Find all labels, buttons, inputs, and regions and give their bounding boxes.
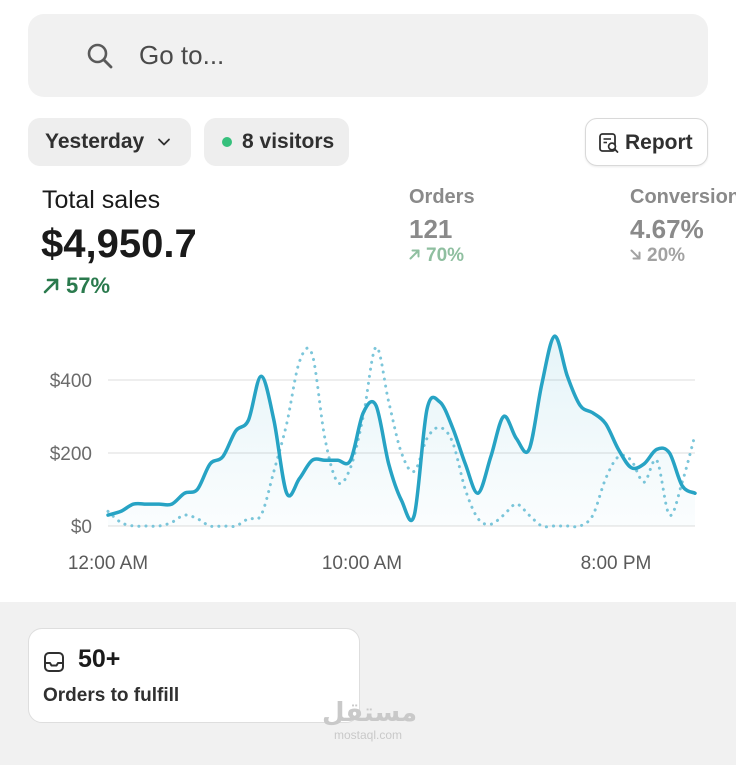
sales-series-line (106, 334, 697, 523)
watermark-logo: مستقل mostaql.com (322, 698, 418, 742)
date-range-label: Yesterday (45, 130, 145, 153)
search-bar[interactable]: Go to... (28, 14, 708, 97)
conversion-change-value: 20% (647, 245, 686, 266)
report-search-icon (599, 133, 619, 153)
conversion-value: 4.67% (630, 214, 704, 244)
live-status-dot (222, 137, 232, 147)
trend-down-icon (630, 249, 641, 260)
visitors-label: 8 visitors (242, 130, 335, 153)
fulfill-label: Orders to fulfill (43, 685, 180, 706)
inbox-icon (44, 652, 64, 672)
y-tick-label: $200 (50, 444, 92, 465)
total-sales-change: 57% (42, 273, 110, 299)
report-label: Report (625, 131, 693, 154)
search-icon (87, 43, 113, 69)
y-tick-label: $400 (50, 371, 92, 392)
sales-line-chart: $0 $200 $400 12:00 AM 10:00 AM 8:00 PM (50, 334, 697, 574)
orders-to-fulfill-card[interactable]: 50+ Orders to fulfill (28, 628, 360, 723)
watermark-latin: mostaql.com (333, 728, 403, 742)
orders-change: 70% (409, 245, 464, 267)
search-input[interactable]: Go to... (139, 40, 225, 70)
sales-area-fill (108, 336, 695, 526)
orders-value: 121 (409, 214, 453, 244)
x-tick-label: 12:00 AM (68, 553, 148, 574)
conversion-change: 20% (630, 245, 685, 267)
total-sales-label: Total sales (42, 186, 161, 214)
trend-up-icon (409, 249, 420, 260)
orders-change-value: 70% (426, 245, 465, 266)
live-visitors-badge[interactable]: 8 visitors (204, 118, 349, 166)
x-tick-label: 8:00 PM (581, 553, 652, 574)
chevron-down-icon (158, 138, 170, 146)
orders-label: Orders (409, 186, 475, 208)
date-range-dropdown[interactable]: Yesterday (28, 118, 191, 166)
total-sales-change-value: 57% (66, 273, 111, 298)
total-sales-value: $4,950.7 (41, 222, 197, 266)
y-tick-label: $0 (71, 517, 92, 538)
watermark-arabic: مستقل (322, 698, 418, 728)
trend-up-icon (43, 278, 59, 294)
report-button[interactable]: Report (585, 118, 708, 166)
x-tick-label: 10:00 AM (322, 553, 402, 574)
fulfill-count: 50+ (78, 645, 121, 673)
conversion-label: Conversion (630, 186, 736, 208)
